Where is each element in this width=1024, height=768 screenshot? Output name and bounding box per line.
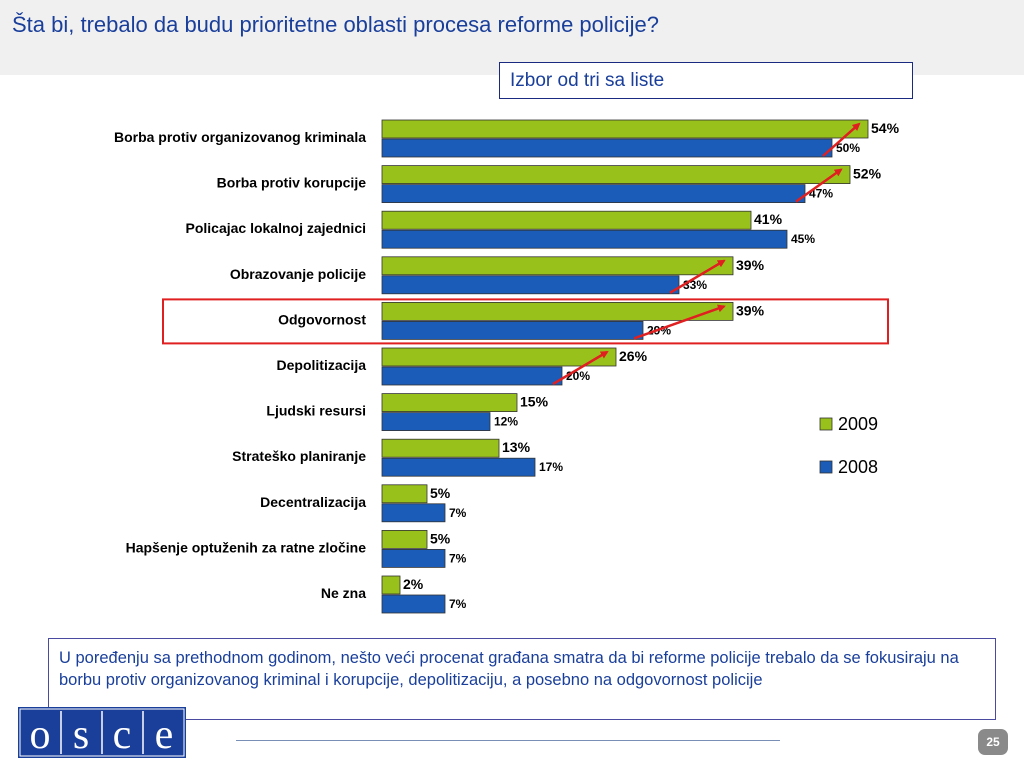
legend-label: 2009 [838, 414, 878, 434]
data-label-2008: 7% [449, 506, 467, 520]
category-label: Strateško planiranje [232, 448, 366, 464]
osce-logo: o s c e [18, 707, 186, 758]
increase-arrow-icon [669, 259, 726, 294]
chart-row: Strateško planiranje 13% 17% [232, 438, 563, 477]
category-label: Policajac lokalnoj zajednici [185, 220, 366, 236]
bar-2009 [381, 575, 401, 595]
category-label: Odgovornost [278, 311, 366, 327]
category-label: Hapšenje optuženih za ratne zločine [126, 539, 367, 555]
svg-text:c: c [113, 712, 132, 758]
data-label-2009: 54% [871, 120, 900, 136]
data-label-2008: 7% [449, 551, 467, 565]
svg-text:s: s [73, 712, 89, 758]
chart-row: Depolitizacija 26% 20% [277, 347, 648, 386]
bar-2008 [381, 320, 644, 340]
data-label-2009: 41% [754, 211, 783, 227]
category-label: Borba protiv organizovanog kriminala [114, 129, 366, 145]
chart-row: Ljudski resursi 15%12% [266, 393, 549, 432]
category-label: Ljudski resursi [266, 403, 366, 419]
data-label-2009: 26% [619, 348, 648, 364]
bar-2009 [381, 210, 752, 230]
bar-2008 [381, 412, 491, 432]
data-label-2008: 33% [683, 278, 707, 292]
chart-row: Policajac lokalnoj zajednici 41% 45% [185, 210, 815, 249]
bar-2008 [381, 503, 446, 523]
data-label-2008: 47% [809, 187, 833, 201]
bar-2009 [381, 393, 518, 413]
slide-title: Šta bi, trebalo da budu prioritetne obla… [12, 12, 659, 37]
bar-2009 [381, 484, 428, 504]
category-label: Depolitizacija [277, 357, 367, 373]
bar-2008 [381, 457, 536, 477]
bar-2008 [381, 229, 788, 249]
page-number: 25 [978, 729, 1008, 755]
increase-arrow-icon [633, 304, 726, 340]
bar-2009 [381, 530, 428, 549]
bar-2008 [381, 594, 446, 614]
data-label-2009: 13% [502, 439, 531, 455]
data-label-2009: 39% [736, 302, 765, 318]
bar-2008 [381, 184, 806, 204]
data-label-2008: 45% [791, 232, 815, 246]
data-label-2008: 12% [494, 415, 518, 429]
subtitle-box: Izbor od tri sa liste [499, 62, 913, 99]
bar-2008 [381, 549, 446, 568]
legend-item: 2009 [819, 414, 878, 434]
increase-arrow-icon [822, 122, 861, 157]
increase-arrow-icon [795, 168, 843, 203]
category-label: Ne zna [321, 585, 366, 601]
data-label-2008: 7% [449, 597, 467, 611]
svg-text:o: o [30, 712, 51, 758]
bar-2008 [381, 138, 833, 158]
bar-2008 [381, 275, 680, 295]
chart-row: Borba protiv organizovanog kriminala 54% 5… [114, 119, 900, 158]
legend-item: 2008 [819, 457, 878, 477]
note-text: U poređenju sa prethodnom godinom, nešto… [59, 649, 959, 689]
subtitle-text: Izbor od tri sa liste [510, 70, 665, 91]
highlight-frame [162, 298, 889, 345]
bar-chart: Borba protiv organizovanog kriminala 54% 5… [114, 119, 900, 614]
bar-2008 [381, 366, 563, 386]
bar-2009 [381, 256, 734, 276]
category-label: Borba protiv korupcije [217, 175, 367, 191]
data-label-2008: 20% [566, 369, 590, 383]
data-label-2009: 52% [853, 166, 882, 182]
note-box: U poređenju sa prethodnom godinom, nešto… [48, 638, 996, 720]
increase-arrow-icon [552, 350, 609, 386]
chart-row: Borba protiv korupcije 52% 47% [217, 165, 882, 204]
bar-2009 [381, 301, 734, 321]
data-label-2008: 17% [539, 460, 563, 474]
bar-2009 [381, 165, 851, 185]
data-label-2009: 39% [736, 257, 765, 273]
bar-2009 [381, 438, 500, 458]
chart-row: Decentralizacija 5% 7% [260, 484, 467, 523]
chart-row: Ne zna 2% 7% [321, 575, 467, 614]
bar-2009 [381, 347, 617, 367]
chart-row: Hapšenje optuženih za ratne zločine 5% 7% [126, 530, 467, 568]
legend-label: 2008 [838, 457, 878, 477]
chart-row: Obrazovanje policije 39% 33% [230, 256, 765, 295]
legend-swatch [819, 417, 833, 431]
category-label: Obrazovanje policije [230, 266, 366, 282]
footer-divider [236, 740, 780, 741]
svg-text:e: e [155, 712, 174, 758]
data-label-2008: 50% [836, 141, 860, 155]
legend-swatch [819, 460, 833, 474]
category-label: Decentralizacija [260, 494, 366, 510]
bar-2009 [381, 119, 869, 139]
data-label-2009: 2% [403, 576, 424, 592]
data-label-2009: 5% [430, 485, 451, 501]
data-label-2009: 15% [520, 394, 549, 410]
data-label-2009: 5% [430, 530, 451, 546]
